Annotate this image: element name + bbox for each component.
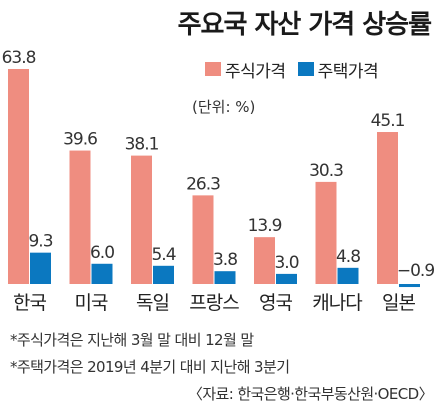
value-label-stock-1: 39.6 — [63, 130, 97, 150]
category-label-5: 캐나다 — [312, 292, 362, 314]
value-label-house-6: −0.9 — [397, 261, 434, 281]
category-label-6: 일본 — [382, 292, 415, 314]
value-label-stock-4: 13.9 — [248, 216, 282, 236]
category-label-1: 미국 — [75, 292, 108, 314]
value-label-stock-3: 26.3 — [186, 174, 220, 194]
bar-stock-0 — [8, 68, 29, 284]
legend-label-stock: 주식가격 — [225, 61, 286, 82]
value-label-stock-6: 45.1 — [371, 111, 405, 131]
category-label-3: 프랑스 — [189, 292, 239, 314]
unit-note: (단위: %) — [192, 98, 256, 116]
legend-swatch-house — [297, 62, 314, 76]
value-label-house-5: 4.8 — [336, 247, 360, 267]
bar-stock-3 — [192, 195, 214, 284]
value-label-stock-0: 63.8 — [2, 48, 36, 68]
category-label-2: 독일 — [136, 292, 169, 314]
bar-stock-5 — [315, 181, 337, 284]
bar-house-0 — [30, 252, 51, 284]
legend-item-house: 주택가격 — [297, 57, 379, 82]
legend-item-stock: 주식가격 — [205, 57, 286, 82]
footnote-house: *주택가격은 2019년 4분기 대비 지난해 3분기 — [10, 358, 290, 376]
footnote-stock: *주식가격은 지난해 3월 말 대비 12월 말 — [10, 331, 254, 349]
bar-house-3 — [214, 271, 236, 284]
bar-house-4 — [276, 273, 297, 284]
value-label-house-3: 3.8 — [213, 250, 237, 270]
value-label-stock-2: 38.1 — [125, 135, 159, 155]
bar-house-1 — [91, 263, 113, 284]
source-note: 〈자료: 한국은행·한국부동산원·OECD〉 — [187, 385, 434, 403]
bar-stock-2 — [131, 155, 152, 284]
value-label-stock-5: 30.3 — [309, 161, 343, 181]
category-label-4: 영국 — [259, 292, 292, 314]
bar-house-2 — [153, 265, 174, 284]
legend-swatch-stock — [205, 62, 221, 76]
chart-title: 주요국 자산 가격 상승률 — [177, 10, 432, 40]
bar-stock-1 — [69, 150, 91, 284]
bar-stock-4 — [254, 237, 275, 284]
value-label-house-0: 9.3 — [28, 232, 52, 252]
legend-label-house: 주택가격 — [317, 61, 379, 82]
value-label-house-1: 6.0 — [90, 243, 114, 263]
value-label-house-4: 3.0 — [274, 253, 298, 273]
category-label-0: 한국 — [13, 292, 46, 314]
legend: 주식가격 주택가격 — [205, 56, 390, 82]
bar-house-6 — [399, 284, 420, 288]
value-label-house-2: 5.4 — [151, 245, 175, 265]
bar-house-5 — [337, 267, 359, 284]
bar-stock-6 — [377, 132, 398, 284]
